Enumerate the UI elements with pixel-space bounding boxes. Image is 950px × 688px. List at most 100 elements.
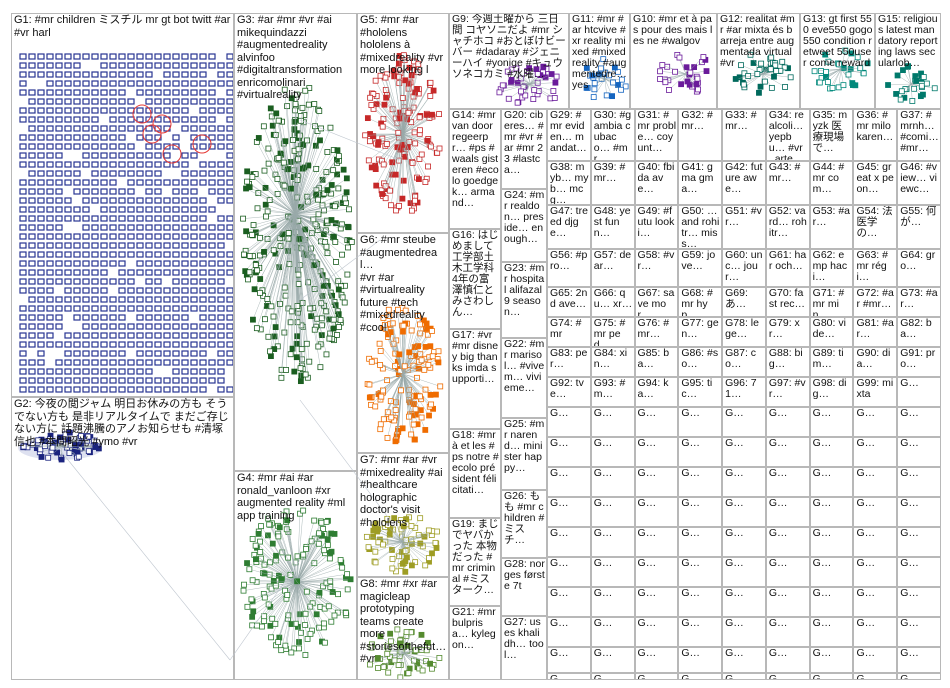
node [315, 196, 321, 203]
small-group-label: G… [637, 408, 657, 419]
node [611, 64, 618, 71]
node [163, 296, 171, 303]
node [199, 242, 207, 249]
node [894, 72, 901, 79]
small-group-box: G53: #ar… [809, 205, 854, 249]
edge [402, 114, 433, 135]
node [100, 107, 108, 114]
node [226, 107, 233, 114]
node [311, 560, 318, 567]
node [37, 71, 45, 78]
node [73, 305, 81, 312]
small-group-box: G57: dear… [590, 249, 635, 287]
node [136, 332, 144, 339]
small-group-box: G… [722, 673, 766, 680]
edge [38, 440, 63, 447]
node [85, 448, 92, 455]
node [181, 332, 189, 339]
node [154, 224, 162, 231]
node [367, 131, 373, 137]
node [28, 62, 36, 69]
node [388, 414, 395, 421]
node [91, 224, 99, 231]
node [154, 278, 162, 285]
node [324, 187, 331, 193]
edge [402, 133, 429, 167]
node [842, 47, 849, 54]
small-group-box: G… [765, 407, 810, 437]
edge [383, 317, 404, 375]
node [496, 89, 503, 96]
small-group-label: G… [681, 648, 700, 659]
small-group-label: G60: unc… jour… [725, 250, 763, 283]
node [46, 242, 54, 249]
node [823, 74, 829, 81]
node [583, 84, 590, 91]
node [78, 433, 84, 439]
node [392, 438, 399, 445]
small-group-label: G51: #vr… [725, 206, 762, 228]
node [118, 242, 126, 249]
node [64, 71, 72, 78]
node [864, 60, 871, 67]
node [782, 84, 788, 90]
small-group-box: G… [809, 617, 854, 647]
node [145, 368, 153, 375]
node [82, 323, 90, 330]
small-group-box: G43: #mr… [765, 161, 810, 205]
group-box-g13: G13: gt first 550 eve550 gogo 550 condit… [800, 13, 875, 109]
node [208, 314, 216, 321]
node [324, 536, 331, 543]
node [100, 359, 108, 366]
group-box-g21: G21: #mr bulprisa… kylegon… [449, 606, 501, 680]
node [226, 332, 233, 339]
node [37, 377, 45, 384]
node [181, 161, 189, 168]
node [181, 260, 189, 267]
edge [402, 133, 428, 141]
node [28, 170, 36, 177]
node [163, 71, 171, 78]
node [226, 359, 233, 366]
node [28, 269, 36, 276]
node [375, 665, 381, 671]
node [199, 296, 207, 303]
node [405, 670, 412, 677]
node [261, 594, 268, 601]
node [172, 386, 180, 393]
node [136, 71, 144, 78]
group-label-g18: G18: #mr à et les #ps notre #ecolo prési… [452, 430, 499, 496]
node [64, 215, 72, 222]
node [823, 68, 829, 75]
node [145, 359, 153, 366]
small-group-box: G94: ka… [634, 377, 679, 407]
small-group-label: G… [681, 438, 700, 449]
edge [402, 356, 433, 375]
node [54, 449, 61, 456]
node [136, 179, 144, 186]
node [46, 53, 54, 60]
node [55, 242, 63, 249]
node [64, 332, 72, 339]
node [73, 287, 81, 294]
edge [385, 97, 404, 135]
node [199, 269, 207, 276]
node [163, 386, 171, 393]
small-group-box: G97: #vr… [765, 377, 810, 407]
small-group-label: G85: ba… [637, 348, 670, 370]
small-group-label: G… [637, 618, 657, 629]
small-group-box: G59: jove… [678, 249, 723, 287]
small-group-box: G… [853, 557, 898, 587]
node [181, 314, 189, 321]
node [410, 421, 417, 428]
small-group-label: G… [856, 528, 876, 539]
small-group-box: G… [634, 557, 679, 587]
small-group-label: G53: #ar… [812, 206, 851, 228]
small-group-label: G… [593, 528, 613, 539]
node [324, 250, 331, 257]
node [226, 224, 233, 231]
edge [382, 373, 404, 393]
node [243, 228, 250, 235]
node [55, 206, 63, 213]
node [64, 377, 72, 384]
